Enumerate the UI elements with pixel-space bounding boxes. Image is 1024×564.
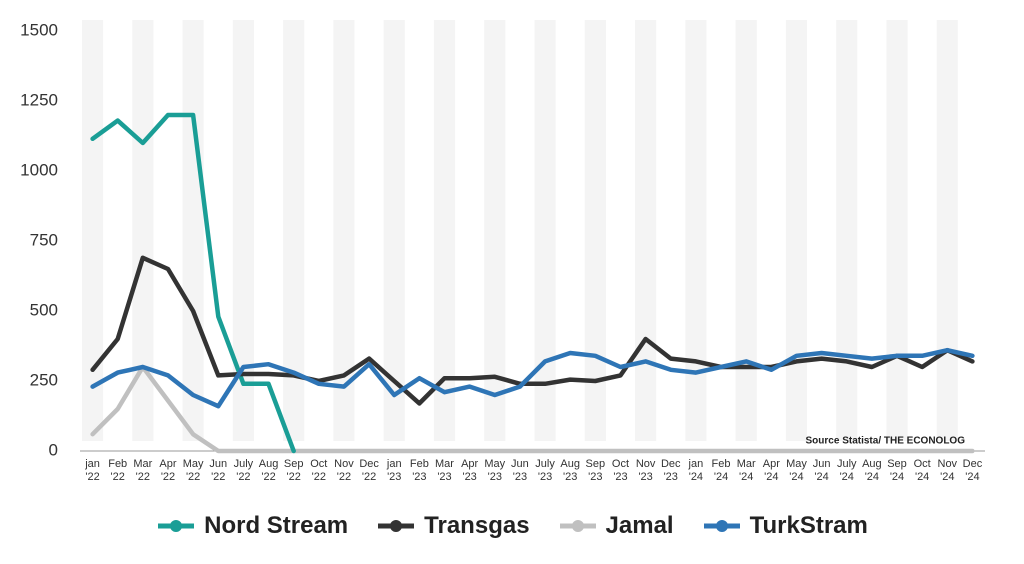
- x-tick-label: Mar '24: [736, 458, 756, 483]
- x-tick-label: July '22: [233, 458, 254, 483]
- series-line: [90, 364, 975, 454]
- x-tick-label: Feb '22: [108, 458, 128, 483]
- legend-marker: [559, 520, 596, 532]
- month-band: [785, 20, 808, 441]
- month-band: [82, 20, 104, 441]
- x-tick-label: Feb '23: [409, 458, 429, 483]
- x-tick-label: Aug '24: [862, 458, 882, 483]
- month-band: [182, 20, 204, 441]
- x-tick-label: May '23: [484, 458, 506, 483]
- legend-label: TurkStram: [749, 512, 868, 539]
- x-tick-label: May '24: [786, 458, 807, 483]
- legend-dot: [390, 520, 403, 532]
- month-band: [936, 20, 958, 441]
- legend-label: Jamal: [605, 512, 674, 539]
- legend-item: Nord Stream: [156, 512, 348, 540]
- month-band: [333, 20, 355, 441]
- y-tick-label: 1500: [20, 20, 58, 39]
- series-line: [90, 112, 296, 454]
- source-note: Source Statista/ THE ECONOLOG: [806, 436, 966, 447]
- legend-marker: [703, 520, 740, 532]
- x-tick-label: Dec '23: [660, 458, 681, 483]
- legend-dot: [170, 520, 183, 532]
- x-tick-label: Dec '24: [962, 458, 983, 483]
- x-tick-label: Jun '22: [209, 458, 228, 483]
- legend-dot: [715, 520, 728, 532]
- x-tick-label: Sep '22: [283, 458, 304, 483]
- x-tick-label: Feb '24: [711, 458, 731, 483]
- legend: Nord Stream Transgas Jamal TurkStram: [0, 512, 1024, 540]
- y-tick-label: 250: [30, 370, 58, 389]
- y-tick-label: 1250: [20, 90, 58, 109]
- month-band: [635, 20, 657, 441]
- legend-label: Transgas: [424, 512, 530, 539]
- x-tick-label: Mar '22: [133, 458, 153, 483]
- x-tick-label: Oct '24: [913, 458, 931, 483]
- x-tick-label: July '24: [836, 458, 857, 483]
- legend-marker: [158, 520, 195, 532]
- x-tick-label: Jun '23: [511, 458, 529, 483]
- x-tick-label: May '22: [182, 458, 204, 483]
- month-band: [283, 20, 305, 441]
- x-tick-label: Nov '23: [635, 458, 656, 483]
- x-tick-label: Nov '24: [937, 458, 958, 483]
- x-tick-label: Apr '24: [762, 458, 780, 483]
- legend-item: Jamal: [558, 512, 674, 540]
- x-tick-label: Oct '23: [611, 458, 630, 483]
- month-band: [886, 20, 908, 441]
- month-band: [383, 20, 405, 441]
- month-band: [735, 20, 757, 441]
- x-tick-label: Nov '22: [334, 458, 354, 483]
- y-tick-label: 0: [49, 440, 58, 459]
- month-band: [534, 20, 556, 441]
- x-tick-label: Aug '23: [560, 458, 580, 483]
- month-band: [232, 20, 254, 441]
- legend-item: TurkStram: [702, 512, 868, 540]
- x-tick-label: Sep '24: [887, 458, 907, 483]
- month-band: [132, 20, 154, 441]
- legend-label: Nord Stream: [204, 512, 349, 539]
- x-tick-label: Sep '23: [585, 458, 606, 483]
- x-tick-label: Oct '22: [310, 458, 328, 483]
- x-tick-label: Mar '23: [435, 458, 454, 483]
- x-tick-label: jan '24: [688, 458, 704, 483]
- y-tick-label: 750: [30, 230, 58, 249]
- legend-marker: [378, 520, 415, 532]
- month-band: [685, 20, 707, 441]
- month-band: [836, 20, 858, 441]
- x-tick-label: Apr '23: [461, 458, 479, 483]
- series-line: [90, 347, 975, 409]
- x-tick-label: Apr '22: [159, 458, 177, 483]
- month-band: [584, 20, 606, 441]
- x-tick-label: July '23: [535, 458, 555, 483]
- x-tick-label: jan '22: [85, 458, 100, 483]
- month-band: [433, 20, 456, 441]
- x-tick-label: Aug '22: [258, 458, 279, 483]
- x-tick-label: Dec '22: [359, 458, 379, 483]
- x-tick-label: Jun '24: [812, 458, 831, 483]
- y-tick-label: 1000: [20, 160, 58, 179]
- x-tick-label: jan '23: [386, 458, 402, 483]
- legend-item: Transgas: [376, 512, 530, 540]
- legend-dot: [571, 520, 584, 532]
- month-band: [484, 20, 506, 441]
- y-tick-label: 500: [30, 300, 58, 319]
